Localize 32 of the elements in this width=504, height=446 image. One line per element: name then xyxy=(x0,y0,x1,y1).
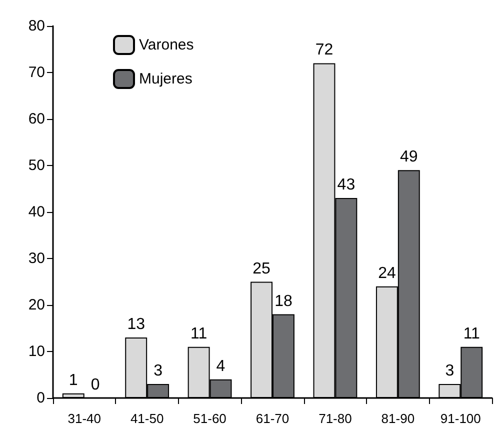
x-tick-label: 61-70 xyxy=(256,411,290,426)
x-tick-label: 31-40 xyxy=(68,411,101,426)
data-label: 3 xyxy=(154,362,163,380)
x-tick-label: 41-50 xyxy=(130,411,164,426)
data-label: 0 xyxy=(90,376,100,394)
data-label: 18 xyxy=(274,292,292,310)
y-tick-label: 80 xyxy=(28,18,45,34)
data-label: 25 xyxy=(252,260,271,278)
data-label: 11 xyxy=(463,325,480,342)
data-label: 49 xyxy=(400,148,418,166)
data-label: 43 xyxy=(337,176,356,194)
data-label: 13 xyxy=(127,316,146,334)
data-label: 1 xyxy=(68,372,78,389)
y-tick-label: 70 xyxy=(28,64,45,81)
x-tick-label: 91-100 xyxy=(440,411,481,426)
x-tick-label: 71-80 xyxy=(318,411,352,426)
legend-label: Mujeres xyxy=(139,70,192,88)
data-label: 24 xyxy=(378,264,396,282)
y-tick-label: 20 xyxy=(28,296,45,314)
y-tick-label: 50 xyxy=(28,157,45,174)
y-tick-label: 0 xyxy=(36,390,45,406)
y-tick-label: 60 xyxy=(28,110,45,128)
data-label: 3 xyxy=(445,362,454,380)
x-tick-label: 51-60 xyxy=(193,411,226,426)
x-tick-label: 81-90 xyxy=(381,411,415,426)
data-label: 11 xyxy=(190,325,208,342)
y-tick-label: 40 xyxy=(28,204,45,220)
legend-label: Varones xyxy=(139,36,194,54)
data-label: 72 xyxy=(315,42,334,59)
y-tick-label: 30 xyxy=(28,250,45,267)
data-label: 4 xyxy=(216,358,226,375)
y-tick-label: 10 xyxy=(28,343,45,360)
